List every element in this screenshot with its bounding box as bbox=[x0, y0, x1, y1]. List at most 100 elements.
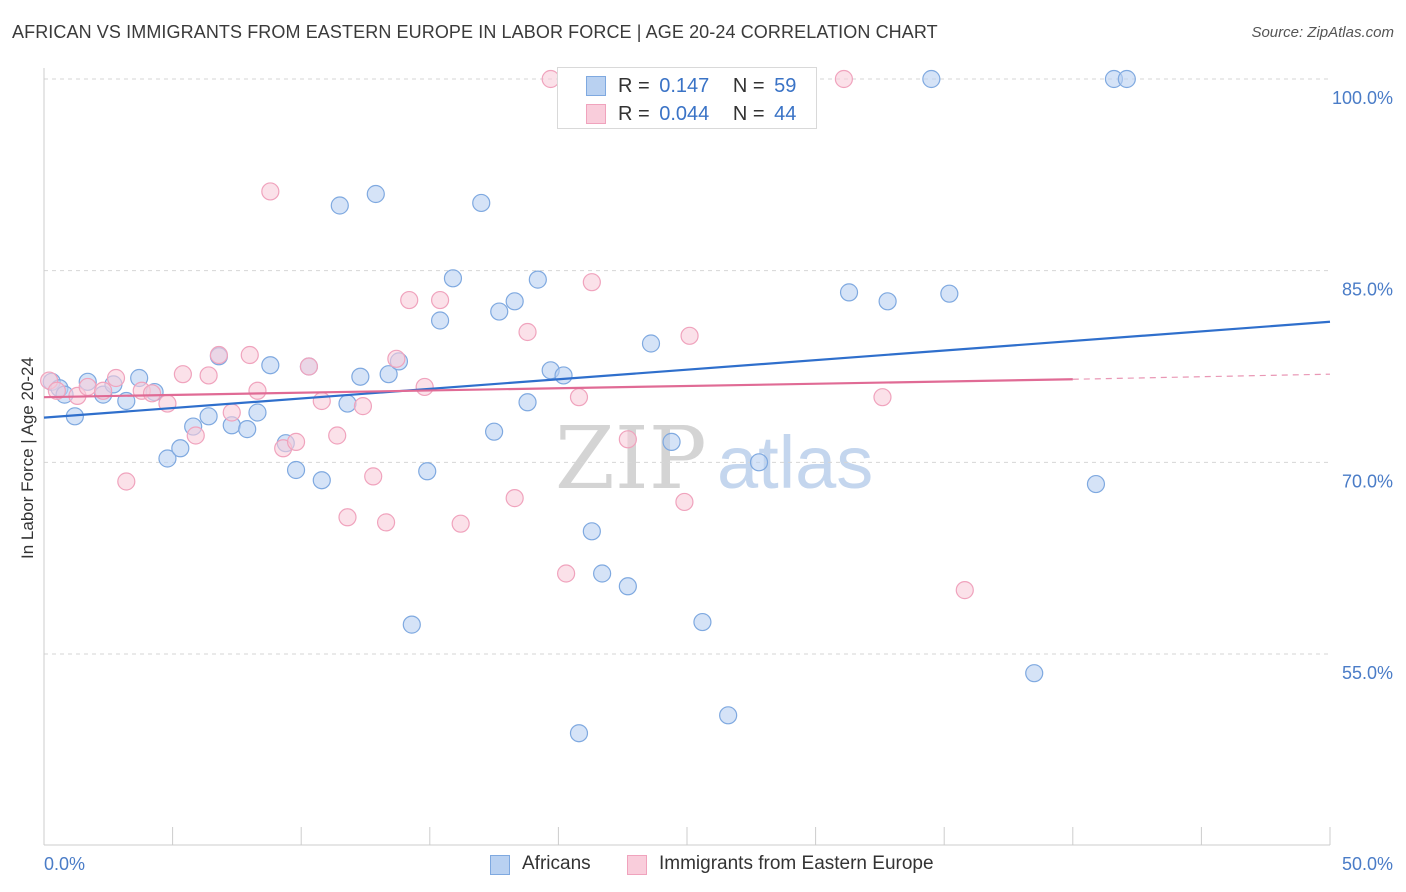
point-africans bbox=[312, 471, 331, 490]
point-africans bbox=[922, 69, 941, 89]
point-immigrants bbox=[505, 489, 524, 508]
point-africans bbox=[569, 724, 589, 743]
point-immigrants bbox=[415, 377, 434, 397]
legend-r-value: 0.044 bbox=[659, 103, 710, 125]
point-immigrants bbox=[430, 290, 450, 310]
legend-n-value: 44 bbox=[774, 103, 797, 125]
y-tick-label: 55.0% bbox=[1342, 663, 1393, 683]
y-tick-label: 100.0% bbox=[1332, 88, 1393, 108]
point-africans bbox=[693, 612, 712, 632]
legend-swatch-immigrants bbox=[586, 104, 606, 124]
point-africans bbox=[719, 706, 738, 725]
point-africans bbox=[366, 184, 385, 204]
point-immigrants bbox=[312, 391, 331, 411]
point-africans bbox=[443, 269, 463, 288]
point-africans bbox=[351, 367, 370, 386]
point-africans bbox=[158, 449, 177, 468]
point-immigrants bbox=[376, 513, 396, 532]
point-africans bbox=[593, 564, 612, 583]
point-immigrants bbox=[451, 514, 470, 533]
point-africans bbox=[472, 193, 491, 213]
point-immigrants bbox=[286, 432, 306, 451]
trendline-immigrants bbox=[43, 378, 1073, 399]
point-africans bbox=[528, 270, 547, 289]
point-africans bbox=[582, 522, 601, 541]
point-africans bbox=[490, 302, 509, 321]
point-africans bbox=[248, 403, 267, 422]
y-tick-label: 85.0% bbox=[1342, 280, 1393, 300]
point-immigrants bbox=[222, 403, 241, 422]
point-immigrants bbox=[186, 426, 205, 445]
legend-r-label: R = bbox=[618, 75, 650, 97]
legend-n-label: N = bbox=[732, 103, 765, 125]
point-africans bbox=[418, 462, 437, 481]
y-tick-label: 70.0% bbox=[1342, 471, 1393, 491]
point-immigrants bbox=[834, 69, 853, 89]
point-immigrants bbox=[569, 388, 589, 407]
legend-n-value: 59 bbox=[774, 75, 797, 97]
point-immigrants bbox=[328, 426, 347, 445]
point-immigrants bbox=[400, 290, 419, 310]
chart-source: Source: ZipAtlas.com bbox=[1251, 24, 1394, 41]
point-immigrants bbox=[955, 581, 974, 600]
point-immigrants bbox=[199, 366, 218, 385]
point-africans bbox=[940, 284, 959, 303]
point-africans bbox=[485, 422, 504, 441]
point-immigrants bbox=[106, 368, 126, 388]
trendline-africans bbox=[43, 320, 1331, 419]
point-africans bbox=[338, 394, 357, 413]
legend-r-label: R = bbox=[618, 103, 650, 125]
x-tick-label: 50.0% bbox=[1342, 854, 1393, 874]
point-africans bbox=[878, 292, 897, 311]
point-immigrants bbox=[518, 322, 537, 342]
point-africans bbox=[379, 365, 398, 384]
point-immigrants bbox=[387, 349, 406, 368]
point-africans bbox=[1086, 474, 1106, 494]
point-africans bbox=[749, 453, 769, 472]
point-immigrants bbox=[353, 397, 373, 416]
point-immigrants bbox=[582, 273, 601, 292]
point-immigrants bbox=[873, 388, 892, 407]
bottom-legend-swatch-africans bbox=[490, 855, 510, 875]
point-africans bbox=[286, 460, 306, 480]
x-tick-label: 0.0% bbox=[44, 854, 85, 874]
point-africans bbox=[641, 334, 661, 353]
point-africans bbox=[1117, 69, 1136, 89]
point-immigrants bbox=[142, 384, 162, 403]
point-immigrants bbox=[261, 182, 280, 201]
point-africans bbox=[238, 420, 257, 439]
point-africans bbox=[261, 356, 280, 375]
point-immigrants bbox=[209, 345, 228, 365]
point-immigrants bbox=[47, 381, 66, 400]
correlation-legend: R = 0.147 N = 59 R = 0.044 N = 44 bbox=[557, 67, 817, 129]
point-africans bbox=[618, 577, 637, 596]
legend-n-label: N = bbox=[732, 75, 765, 97]
point-africans bbox=[505, 292, 524, 311]
trendline-immigrants-extension bbox=[1072, 373, 1331, 380]
point-immigrants bbox=[173, 365, 192, 384]
point-africans bbox=[662, 432, 681, 451]
point-immigrants bbox=[240, 345, 259, 365]
legend-row-africans: R = 0.147 N = 59 bbox=[618, 75, 796, 99]
point-immigrants bbox=[78, 377, 97, 397]
point-immigrants bbox=[299, 357, 319, 376]
point-africans bbox=[199, 407, 218, 426]
point-immigrants bbox=[557, 564, 576, 583]
legend-row-immigrants: R = 0.044 N = 44 bbox=[618, 103, 796, 127]
point-africans bbox=[518, 393, 537, 412]
legend-r-value: 0.147 bbox=[659, 75, 710, 97]
point-immigrants bbox=[117, 472, 136, 491]
point-immigrants bbox=[618, 430, 637, 449]
bottom-legend-swatch-immigrants bbox=[627, 855, 647, 875]
chart-title: AFRICAN VS IMMIGRANTS FROM EASTERN EUROP… bbox=[12, 22, 938, 42]
point-africans bbox=[402, 615, 421, 634]
point-africans bbox=[839, 283, 859, 302]
point-africans bbox=[171, 439, 190, 458]
point-immigrants bbox=[338, 508, 357, 527]
legend-swatch-africans bbox=[586, 76, 606, 96]
point-africans bbox=[554, 366, 573, 385]
point-immigrants bbox=[248, 381, 267, 400]
bottom-legend-label-africans: Africans bbox=[522, 853, 591, 874]
point-immigrants bbox=[675, 492, 694, 512]
